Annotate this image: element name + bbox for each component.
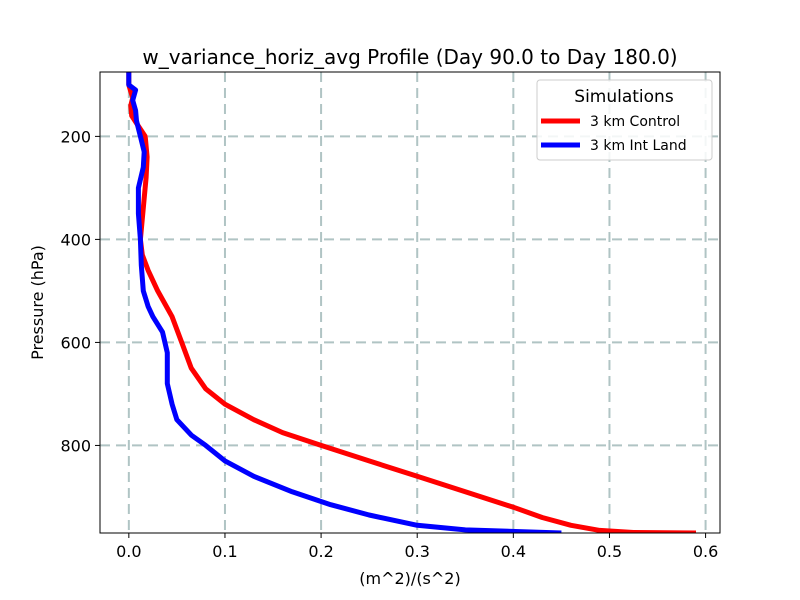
axis-ticks: 0.0 0.1 0.2 0.3 0.4 0.5 0.6 200 400 600 800 xyxy=(60,127,718,561)
chart-title: w_variance_horiz_avg Profile (Day 90.0 t… xyxy=(142,45,677,69)
y-axis-label: Pressure (hPa) xyxy=(28,245,47,360)
legend-label: 3 km Control xyxy=(590,114,680,130)
y-tick-label: 200 xyxy=(60,127,91,146)
x-tick-label: 0.4 xyxy=(501,542,526,561)
series-lines xyxy=(126,72,697,533)
x-tick-label: 0.6 xyxy=(693,542,718,561)
x-tick-label: 0.1 xyxy=(212,542,237,561)
series-line xyxy=(126,72,562,533)
x-tick-label: 0.0 xyxy=(116,542,141,561)
x-tick-label: 0.3 xyxy=(404,542,429,561)
plot-frame xyxy=(99,71,721,534)
legend-entries: 3 km Control 3 km Int Land xyxy=(541,114,687,154)
y-tick-label: 800 xyxy=(60,436,91,455)
y-tick-label: 400 xyxy=(60,230,91,249)
legend: Simulations 3 km Control 3 km Int Land xyxy=(536,79,713,161)
legend-title: Simulations xyxy=(574,87,674,107)
x-axis-label: (m^2)/(s^2) xyxy=(359,569,460,588)
legend-box xyxy=(536,79,713,161)
x-tick-label: 0.5 xyxy=(597,542,622,561)
x-tick-label: 0.2 xyxy=(308,542,333,561)
legend-label: 3 km Int Land xyxy=(590,138,687,154)
y-tick-label: 600 xyxy=(60,333,91,352)
